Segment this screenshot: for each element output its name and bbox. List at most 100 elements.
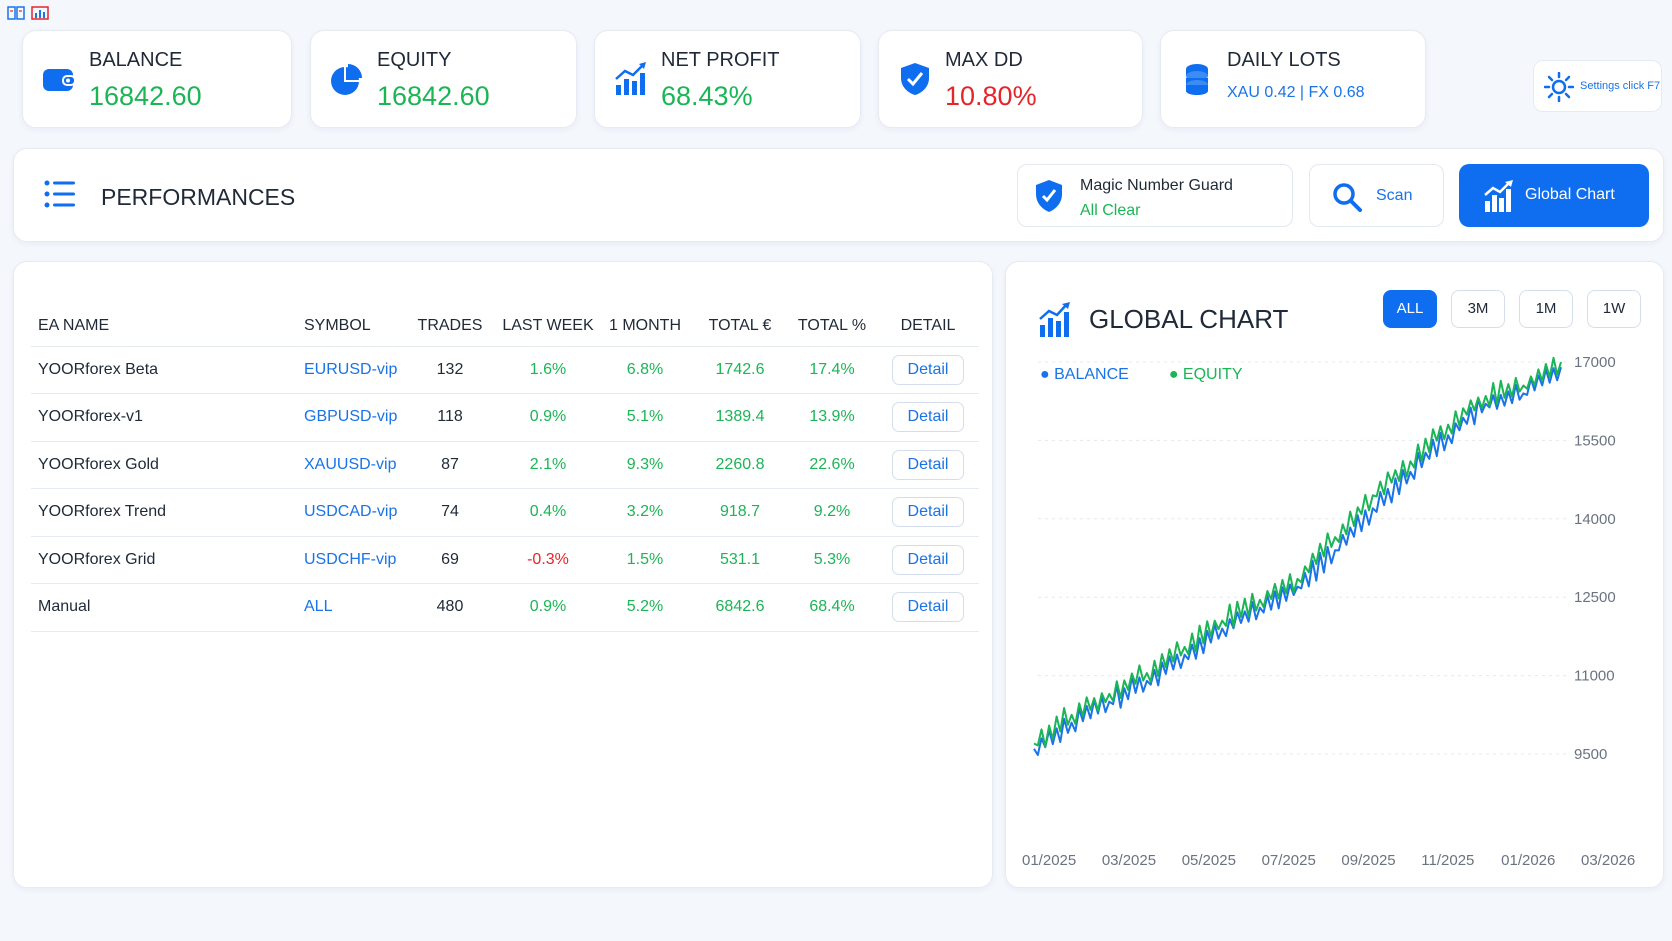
ea-name-cell: YOORforex Beta [31, 346, 304, 394]
last-week-cell: 0.9% [499, 393, 597, 442]
kpi-value: 10.80% [945, 81, 1037, 111]
trades-cell: 118 [401, 393, 499, 442]
symbol-cell: USDCHF-vip [304, 536, 401, 584]
col-trades: TRADES [401, 306, 499, 347]
table-row: YOORforex Gold XAUUSD-vip 87 2.1% 9.3% 2260.8… [31, 441, 979, 489]
symbol-cell: EURUSD-vip [304, 346, 401, 394]
search-icon [1332, 182, 1362, 212]
x-tick-label: 07/2025 [1262, 852, 1316, 869]
col-total-pct: TOTAL % [787, 306, 877, 347]
kpi-value: 16842.60 [377, 81, 490, 111]
wallet-icon [41, 61, 77, 97]
list-icon [44, 179, 76, 209]
chart-title: GLOBAL CHART [1089, 304, 1289, 334]
col-ea-name: EA NAME [31, 306, 304, 347]
shield-check-icon [897, 61, 933, 97]
book-icon[interactable] [7, 5, 25, 21]
symbol-cell: ALL [304, 583, 401, 632]
month-cell: 1.5% [597, 536, 693, 584]
total-eur-cell: 6842.6 [693, 583, 787, 632]
month-cell: 5.2% [597, 583, 693, 632]
detail-button[interactable]: Detail [892, 592, 964, 623]
total-pct-cell: 68.4% [787, 583, 877, 632]
x-tick-label: 05/2025 [1182, 852, 1236, 869]
total-eur-cell: 2260.8 [693, 441, 787, 489]
total-eur-cell: 918.7 [693, 488, 787, 537]
table-row: YOORforex Trend USDCAD-vip 74 0.4% 3.2% 918.7… [31, 488, 979, 537]
detail-cell: Detail [877, 536, 979, 584]
kpi-label: DAILY LOTS [1227, 49, 1341, 71]
line-chart: 9500 11000 12500 14000 15500 17000 01/2025 03/2… [1022, 354, 1635, 869]
range-tabs: ALL 3M 1M 1W [1383, 290, 1641, 328]
trades-cell: 74 [401, 488, 499, 537]
kpi-label: MAX DD [945, 49, 1023, 71]
ea-name-cell: Manual [31, 583, 304, 632]
legend-balance: ● BALANCE [1040, 366, 1129, 383]
x-tick-label: 09/2025 [1341, 852, 1395, 869]
last-week-cell: 2.1% [499, 441, 597, 489]
x-tick-label: 03/2026 [1581, 852, 1635, 869]
kpi-value: 16842.60 [89, 81, 202, 111]
detail-button[interactable]: Detail [892, 449, 964, 480]
magic-number-guard[interactable]: Magic Number Guard All Clear [1017, 164, 1293, 227]
app-toolbar [7, 5, 49, 21]
coins-icon [1179, 61, 1215, 97]
month-cell: 5.1% [597, 393, 693, 442]
detail-cell: Detail [877, 488, 979, 537]
range-tab-3m[interactable]: 3M [1451, 290, 1505, 328]
total-eur-cell: 531.1 [693, 536, 787, 584]
guard-status: All Clear [1080, 202, 1141, 219]
legend-equity: ● EQUITY [1168, 366, 1243, 383]
detail-button[interactable]: Detail [892, 497, 964, 528]
x-tick-label: 03/2025 [1102, 852, 1156, 869]
range-tab-all[interactable]: ALL [1383, 290, 1437, 328]
x-tick-label: 01/2026 [1501, 852, 1555, 869]
trades-cell: 87 [401, 441, 499, 489]
detail-cell: Detail [877, 393, 979, 442]
kpi-card-balance: BALANCE 16842.60 [22, 30, 292, 128]
table-row: Manual ALL 480 0.9% 5.2% 6842.6 68.4% Detail [31, 583, 979, 632]
kpi-card-net-profit: NET PROFIT 68.43% [594, 30, 861, 128]
kpi-card-max-dd: MAX DD 10.80% [878, 30, 1143, 128]
global-chart-label: Global Chart [1525, 186, 1615, 203]
kpi-value: XAU 0.42 | FX 0.68 [1227, 84, 1365, 101]
x-tick-label: 01/2025 [1022, 852, 1076, 869]
growth-chart-icon [613, 61, 649, 97]
detail-button[interactable]: Detail [892, 402, 964, 433]
kpi-label: NET PROFIT [661, 49, 780, 71]
table-row: YOORforex-v1 GBPUSD-vip 118 0.9% 5.1% 1389.4 1… [31, 393, 979, 442]
chart-legend: ● BALANCE ● EQUITY [1040, 366, 1242, 384]
growth-chart-icon [1483, 179, 1515, 213]
detail-button[interactable]: Detail [892, 544, 964, 575]
kpi-card-daily-lots: DAILY LOTS XAU 0.42 | FX 0.68 [1160, 30, 1426, 128]
bar-chart-icon[interactable] [31, 5, 49, 21]
guard-title: Magic Number Guard [1080, 177, 1233, 194]
range-tab-1w[interactable]: 1W [1587, 290, 1641, 328]
shield-check-icon [1034, 179, 1064, 213]
global-chart-button[interactable]: Global Chart [1459, 164, 1649, 227]
col-total-eur: TOTAL € [693, 306, 787, 347]
sun-gear-icon [1543, 71, 1575, 103]
range-tab-1m[interactable]: 1M [1519, 290, 1573, 328]
trades-cell: 69 [401, 536, 499, 584]
kpi-label: EQUITY [377, 49, 452, 71]
total-pct-cell: 17.4% [787, 346, 877, 394]
detail-button[interactable]: Detail [892, 354, 964, 385]
col-symbol: SYMBOL [304, 306, 401, 347]
ea-name-cell: YOORforex Grid [31, 536, 304, 584]
month-cell: 3.2% [597, 488, 693, 537]
settings-button[interactable]: Settings click F7 [1533, 60, 1662, 112]
detail-cell: Detail [877, 441, 979, 489]
y-tick-label: 15500 [1574, 432, 1616, 449]
scan-button[interactable]: Scan [1309, 164, 1444, 227]
kpi-label: BALANCE [89, 49, 183, 71]
pie-icon [329, 61, 365, 97]
ea-name-cell: YOORforex-v1 [31, 393, 304, 442]
detail-cell: Detail [877, 346, 979, 394]
y-tick-label: 17000 [1574, 354, 1616, 371]
total-pct-cell: 5.3% [787, 536, 877, 584]
page-title: PERFORMANCES [101, 184, 296, 210]
kpi-value: 68.43% [661, 81, 753, 111]
global-chart-card: GLOBAL CHART ALL 3M 1M 1W ● BALANCE ● EQ… [1005, 261, 1664, 888]
kpi-card-equity: EQUITY 16842.60 [310, 30, 577, 128]
